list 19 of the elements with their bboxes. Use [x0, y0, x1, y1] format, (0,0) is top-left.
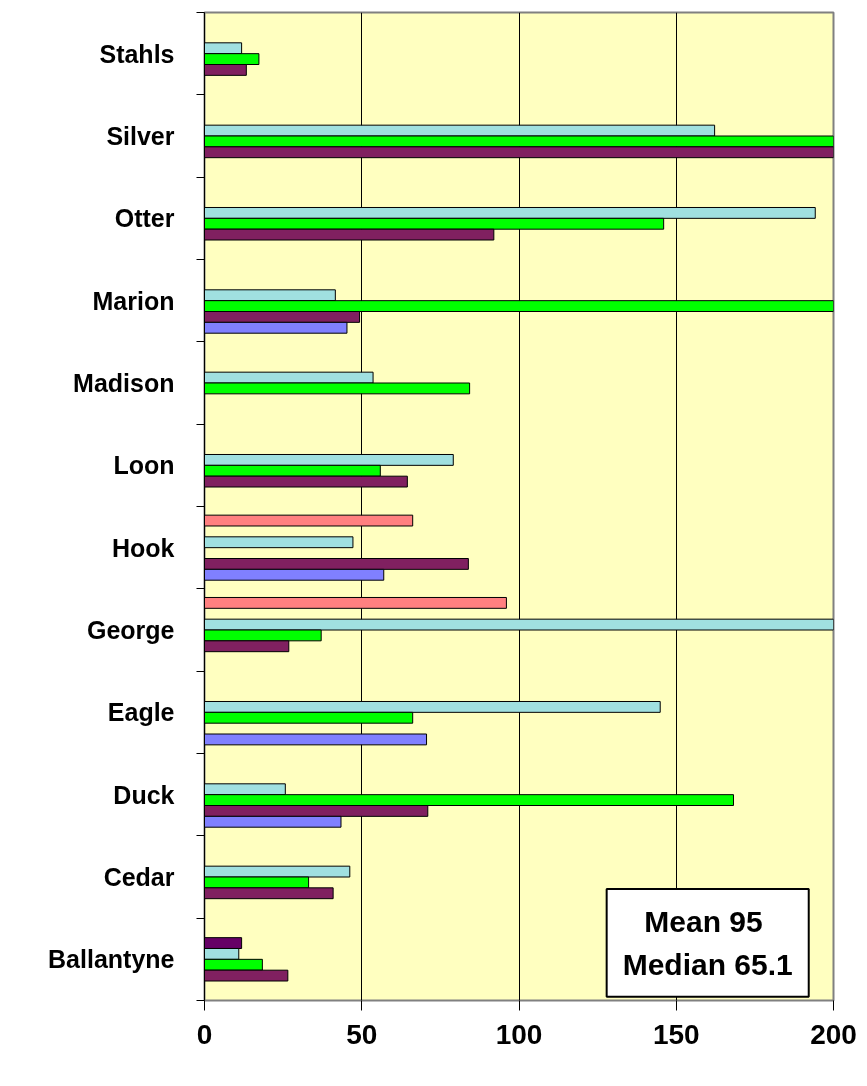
annotation: Median 65.1: [622, 947, 793, 981]
x-tick-label: 150: [652, 1018, 700, 1050]
y-tick-label: Loon: [113, 451, 175, 480]
y-tick-label: Silver: [106, 122, 175, 150]
x-tick-label: 0: [196, 1018, 213, 1050]
y-tick-label: Duck: [113, 780, 175, 809]
y-tick-label: Madison: [73, 369, 175, 397]
x-tick-label: 50: [346, 1018, 378, 1050]
x-tick-label: 100: [495, 1018, 543, 1050]
x-tick-label: 200: [810, 1018, 857, 1050]
y-tick-label: Cedar: [103, 863, 175, 891]
y-tick-label: Hook: [112, 533, 175, 562]
y-tick-label: Ballantyne: [48, 945, 175, 974]
y-tick-label: Stahls: [99, 39, 175, 68]
y-tick-label: George: [86, 616, 175, 644]
y-tick-label: Eagle: [107, 698, 175, 727]
annotation: Mean 95: [644, 904, 763, 938]
y-tick-label: Marion: [92, 286, 175, 315]
y-tick-label: Otter: [114, 204, 175, 233]
